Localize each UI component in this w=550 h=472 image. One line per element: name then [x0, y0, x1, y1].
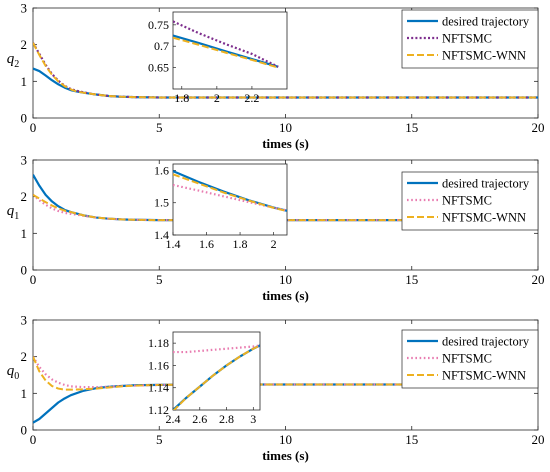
inset-x-tick-label: 1.8	[174, 91, 189, 105]
y-tick-label: 1	[21, 74, 28, 89]
legend-entry: NFTSMC-WNN	[442, 49, 526, 63]
x-tick-label: 20	[532, 272, 545, 287]
inset-series-nftsmc	[173, 183, 287, 212]
inset-series-nftsmc-wnn	[173, 36, 279, 69]
series-group	[33, 42, 538, 99]
x-axis-label: times (s)	[262, 136, 309, 151]
x-tick-label: 20	[532, 432, 545, 447]
x-tick-label: 0	[30, 432, 37, 447]
inset-y-tick-label: 0.75	[148, 18, 169, 32]
x-tick-label: 0	[30, 120, 37, 135]
legend-entry: NFTSMC	[442, 194, 492, 208]
inset-series-nftsmc	[173, 344, 260, 354]
legend-entry: NFTSMC-WNN	[442, 211, 526, 225]
x-tick-label: 10	[279, 432, 292, 447]
inset-x-tick-label: 1.4	[166, 237, 181, 251]
y-tick-label: 2	[21, 37, 28, 52]
series-line-nftsmc-wnn	[33, 42, 538, 99]
inset-y-tick-label: 1.14	[148, 381, 169, 395]
x-tick-label: 15	[405, 432, 418, 447]
y-tick-label: 1	[21, 226, 28, 241]
inset-y-tick-label: 1.5	[154, 196, 169, 210]
x-tick-label: 10	[279, 120, 292, 135]
inset-x-tick-label: 3	[250, 412, 256, 426]
inset-x-tick-label: 1.8	[233, 237, 248, 251]
inset-series-nftsmc-wnn	[173, 344, 260, 410]
y-tick-label: 3	[21, 153, 28, 168]
legend-entry: desired trajectory	[442, 15, 530, 29]
inset-y-tick-label: 0.65	[148, 61, 169, 75]
panel-1: 0 5 10 15 20 0 1 2 3 times (s) q2 1.8 2 2.2 0.65 0.7 0.7…	[7, 1, 545, 152]
x-tick-label: 15	[405, 272, 418, 287]
y-tick-label: 3	[21, 1, 28, 16]
inset-series-group	[173, 170, 287, 213]
inset-y-tick-label: 1.6	[154, 163, 169, 177]
inset-series-nftsmc-wnn	[173, 173, 287, 213]
y-tick-label: 0	[21, 111, 28, 126]
inset-x-tick-label: 2.8	[219, 412, 234, 426]
series-group	[33, 174, 538, 222]
y-axis-label: q2	[7, 51, 20, 70]
series-group	[33, 356, 538, 424]
legend-entry: NFTSMC	[442, 32, 492, 46]
legend-entry: desired trajectory	[442, 177, 530, 191]
y-tick-label: 2	[21, 189, 28, 204]
y-tick-label: 2	[21, 349, 28, 364]
inset-x-tick-label: 2	[214, 91, 220, 105]
inset-x-tick-label: 2.6	[192, 412, 207, 426]
y-tick-label: 0	[21, 263, 28, 278]
y-tick-label: 1	[21, 386, 28, 401]
inset-y-tick-label: 1.16	[148, 358, 169, 372]
legend-entry: NFTSMC	[442, 352, 492, 366]
y-axis-label: q0	[7, 363, 20, 382]
x-tick-label: 20	[532, 120, 545, 135]
series-line-nftsmc-wnn	[33, 356, 538, 391]
inset-y-tick-label: 1.12	[148, 403, 169, 417]
legend: desired trajectory NFTSMC NFTSMC-WNN	[401, 329, 539, 389]
legend: desired trajectory NFTSMC NFTSMC-WNN	[401, 171, 539, 231]
inset-area	[172, 11, 288, 90]
x-tick-label: 15	[405, 120, 418, 135]
inset-y-tick-label: 0.7	[154, 39, 169, 53]
inset-x-tick-label: 2.4	[166, 412, 181, 426]
inset-series-group	[173, 20, 279, 69]
x-axis-label: times (s)	[262, 288, 309, 303]
series-line-nftsmc	[33, 194, 538, 222]
inset-plot: 1.4 1.6 1.8 2 1.4 1.5 1.6	[154, 163, 288, 251]
legend-entry: desired trajectory	[442, 335, 530, 349]
series-line-nftsmc-wnn	[33, 193, 538, 222]
inset-plot: 2.4 2.6 2.8 3 1.12 1.14 1.16 1.18	[148, 331, 261, 426]
x-tick-label: 10	[279, 272, 292, 287]
inset-x-tick-label: 2	[271, 237, 277, 251]
x-axis-label: times (s)	[262, 448, 309, 463]
x-tick-label: 5	[156, 432, 163, 447]
legend: desired trajectory NFTSMC NFTSMC-WNN	[401, 9, 539, 69]
inset-series-group	[173, 344, 260, 410]
inset-x-tick-label: 1.6	[199, 237, 214, 251]
inset-area	[172, 163, 288, 236]
inset-y-tick-label: 1.4	[154, 228, 169, 242]
inset-y-tick-label: 1.18	[148, 336, 169, 350]
y-tick-label: 3	[21, 313, 28, 328]
y-tick-label: 0	[21, 423, 28, 438]
inset-plot: 1.8 2 2.2 0.65 0.7 0.75	[148, 11, 288, 105]
x-tick-label: 0	[30, 272, 37, 287]
legend-entry: NFTSMC-WNN	[442, 369, 526, 383]
y-axis-label: q1	[7, 203, 20, 222]
x-tick-label: 5	[156, 120, 163, 135]
panel-3: 0 5 10 15 20 0 1 2 3 times (s) q0 2.4 2.6 2.8 3 1.12 1.1…	[7, 313, 545, 464]
x-tick-label: 5	[156, 272, 163, 287]
inset-x-tick-label: 2.2	[244, 91, 259, 105]
